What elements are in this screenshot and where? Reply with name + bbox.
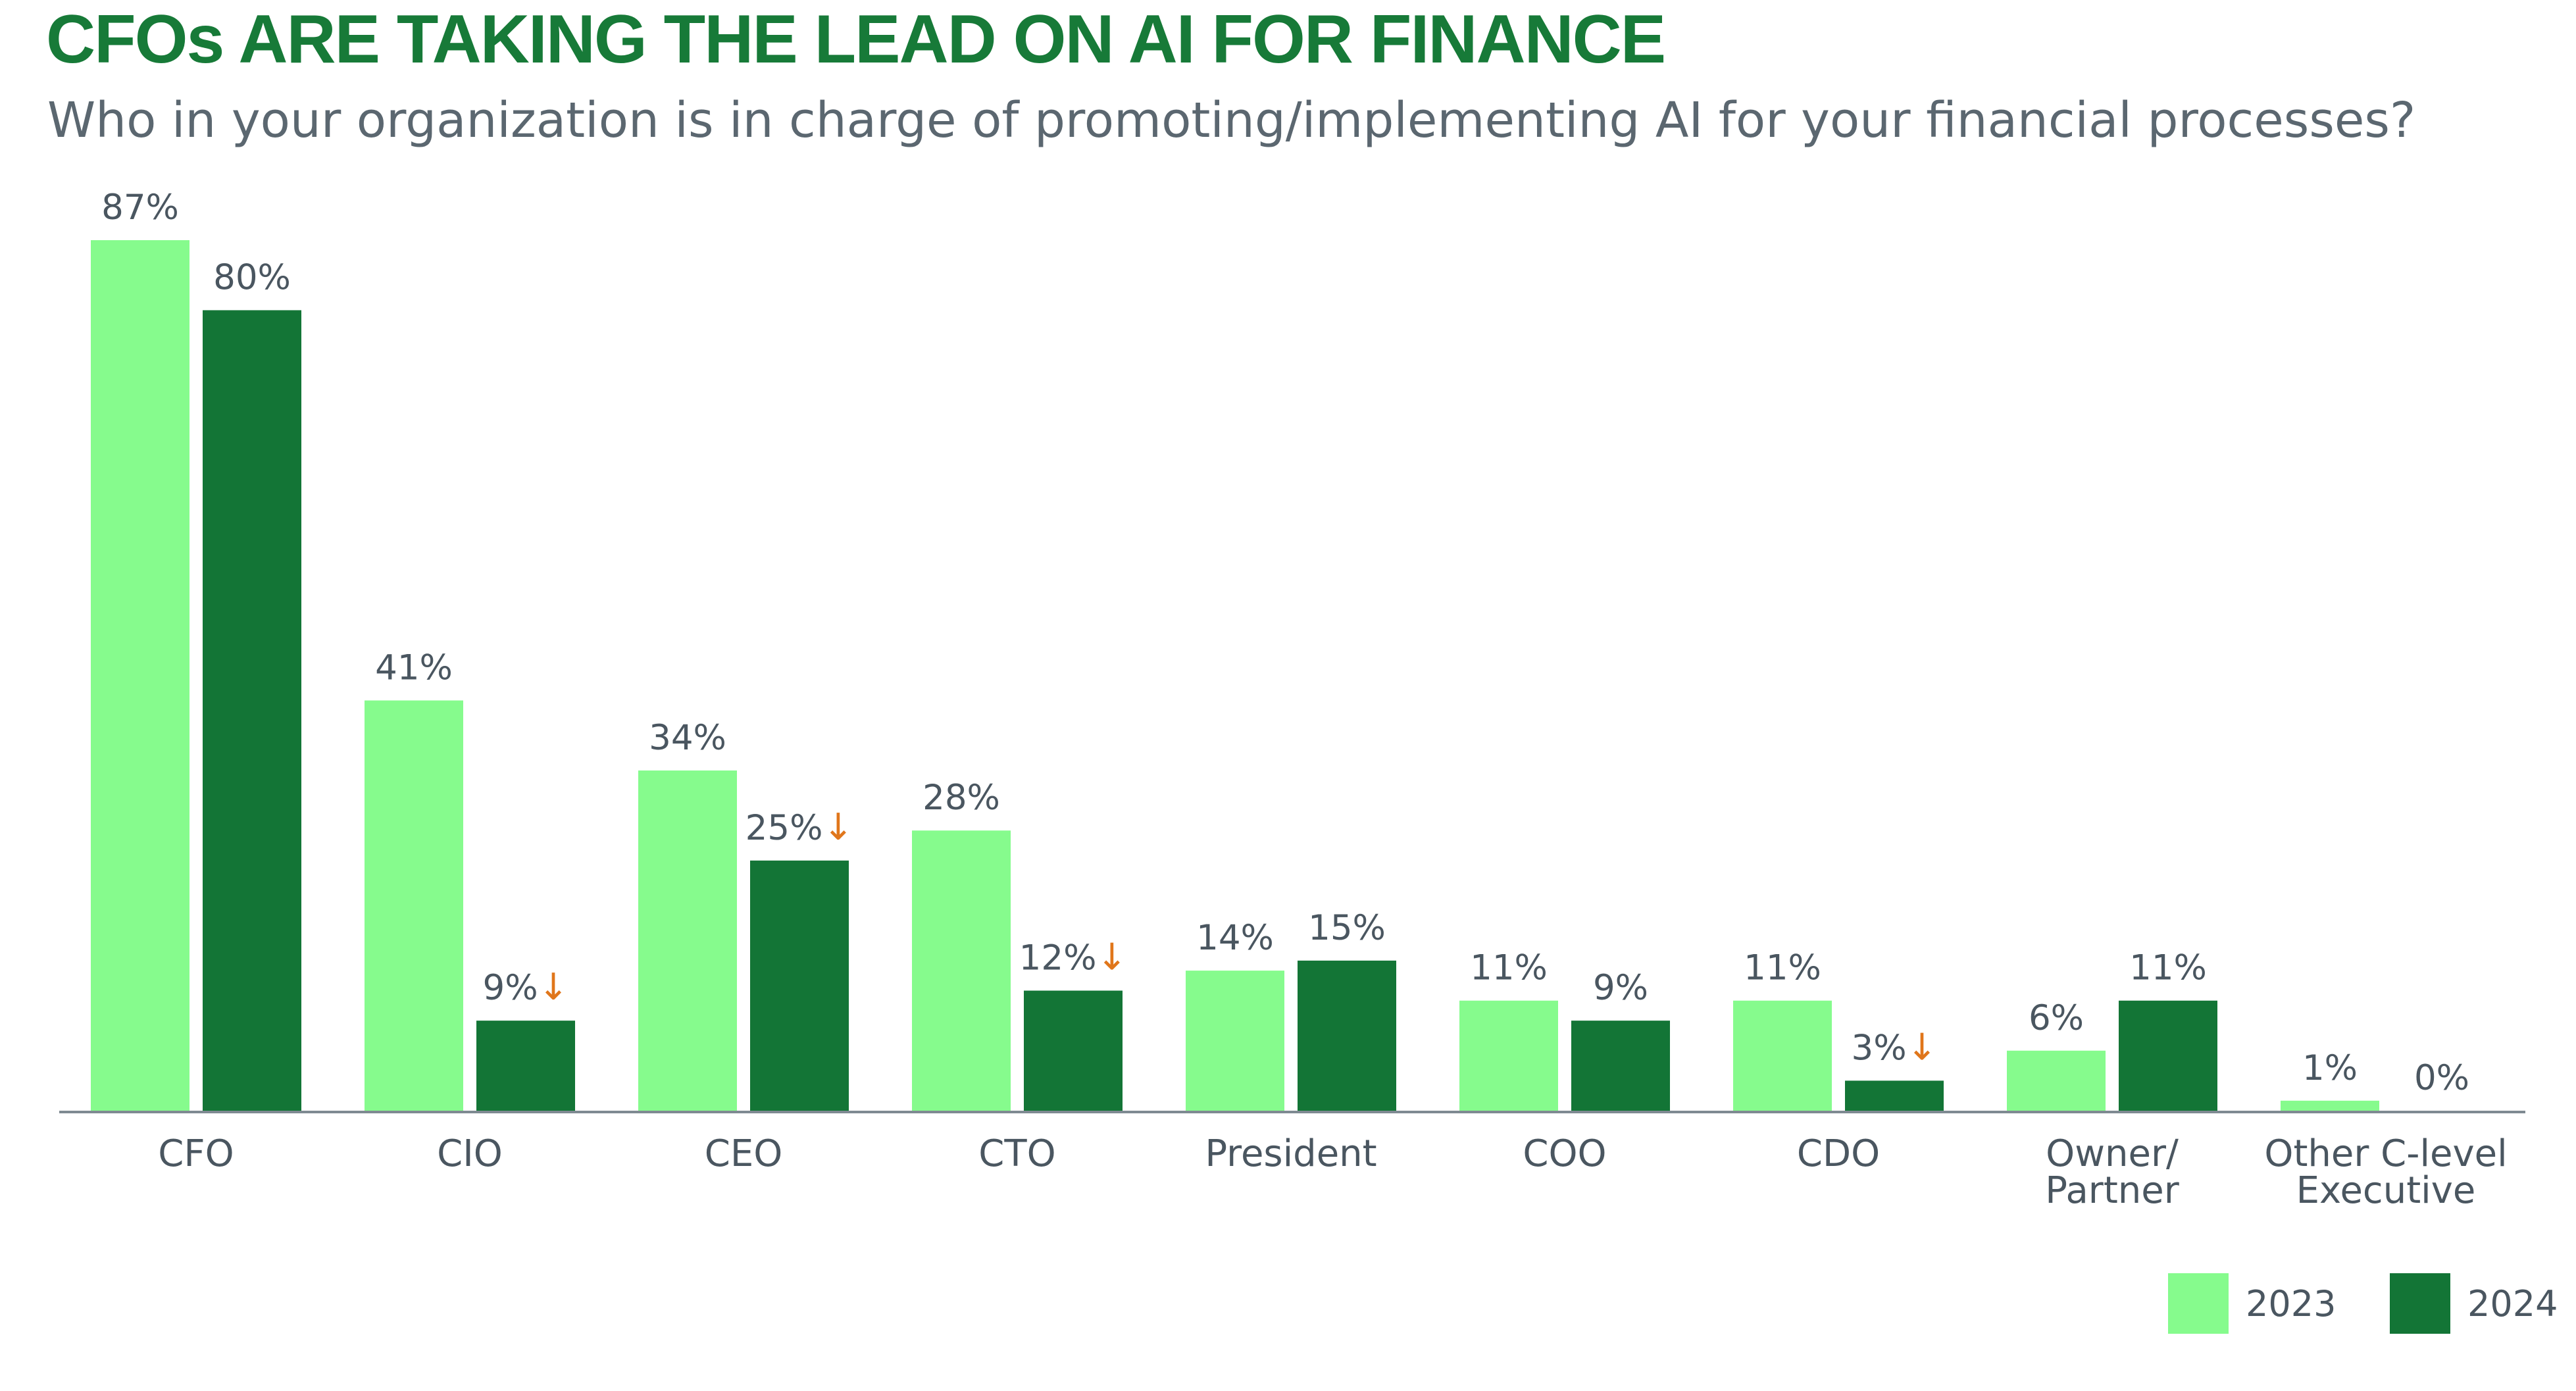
bar-2024-coo	[1571, 1021, 1670, 1111]
bar-2023-ceo	[638, 770, 737, 1111]
value-label: 1%	[2302, 1048, 2358, 1088]
decline-arrow-icon: ↓	[538, 966, 569, 1009]
legend-swatch-2023	[2168, 1273, 2229, 1334]
value-labels-group: 87% 80% 41% 9%↓ 34% 25%↓ 28% 12%↓ 14% 15% 11% 9% 11%…	[101, 188, 2469, 1098]
x-tick-label: President	[1205, 1132, 1376, 1175]
bar-2024-cdo	[1845, 1080, 1944, 1111]
x-tick-label: CFO	[158, 1132, 234, 1175]
bar-2023-coo	[1459, 1000, 1558, 1111]
x-tick-label: COO	[1523, 1132, 1606, 1175]
bar-2023-president	[1186, 971, 1284, 1111]
chart-title: CFOs ARE TAKING THE LEAD ON AI FOR FINAN…	[46, 1, 1666, 78]
bar-2023-cdo	[1733, 1000, 1832, 1111]
bar-2023-other-c-level-executive	[2281, 1100, 2379, 1111]
x-tick-label: Other C-level Executive	[2264, 1132, 2507, 1212]
value-label: 11%	[1744, 948, 1821, 988]
decline-arrow-icon: ↓	[1907, 1026, 1938, 1069]
x-tick-label: CIO	[437, 1132, 503, 1175]
bar-2024-owner-partner	[2119, 1000, 2217, 1111]
value-label: 11%	[2129, 948, 2207, 988]
bar-2023-cio	[365, 700, 463, 1111]
value-label: 12%↓	[1019, 936, 1128, 979]
value-label: 15%	[1308, 908, 1386, 948]
legend: 2023 2024	[2168, 1273, 2558, 1334]
bar-2023-owner-partner	[2007, 1050, 2106, 1111]
x-tick-label: CDO	[1797, 1132, 1880, 1175]
bar-2024-cto	[1024, 990, 1123, 1111]
bar-2023-cfo	[91, 240, 189, 1111]
value-label: 9%	[1593, 968, 1648, 1008]
bar-2024-president	[1298, 960, 1396, 1111]
bar-2024-ceo	[750, 860, 849, 1111]
decline-arrow-icon: ↓	[822, 806, 853, 849]
value-label: 3%↓	[1851, 1026, 1937, 1069]
value-label: 41%	[375, 648, 453, 688]
x-tick-label: Owner/Partner	[2045, 1132, 2179, 1212]
bar-2023-cto	[912, 830, 1011, 1111]
bar-2024-cfo	[203, 310, 301, 1111]
value-label: 9%↓	[482, 966, 568, 1009]
x-tick-label: CEO	[705, 1132, 783, 1175]
value-label: 0%	[2414, 1058, 2469, 1098]
legend-label-2023: 2023	[2246, 1283, 2336, 1325]
x-axis-labels-group: CFO CIO CEO CTO President COO CDO Owner/Partner…	[158, 1132, 2507, 1212]
bar-2024-cio	[476, 1021, 575, 1111]
value-label: 25%↓	[745, 806, 854, 849]
decline-arrow-icon: ↓	[1096, 936, 1127, 979]
value-label: 11%	[1470, 948, 1548, 988]
value-label: 14%	[1196, 918, 1274, 958]
value-label: 87%	[101, 188, 179, 228]
value-label: 28%	[922, 778, 1000, 818]
legend-swatch-2024	[2390, 1273, 2450, 1334]
chart-subtitle: Who in your organization is in charge of…	[47, 92, 2416, 149]
bars-group	[91, 240, 2379, 1111]
legend-label-2024: 2024	[2467, 1283, 2558, 1325]
x-tick-label: CTO	[978, 1132, 1055, 1175]
value-label: 34%	[649, 718, 726, 758]
value-label: 80%	[213, 257, 291, 297]
value-label: 6%	[2029, 998, 2084, 1038]
